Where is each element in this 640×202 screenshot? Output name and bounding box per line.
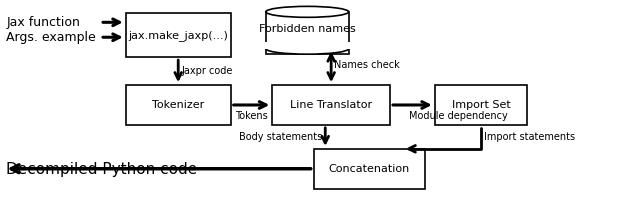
Text: Jax function: Jax function — [6, 16, 81, 29]
FancyBboxPatch shape — [264, 42, 350, 49]
Text: Tokens: Tokens — [235, 111, 268, 121]
Text: Body statements: Body statements — [239, 132, 322, 142]
FancyBboxPatch shape — [314, 149, 425, 189]
Text: Decompiled Python code: Decompiled Python code — [6, 162, 198, 177]
Text: Tokenizer: Tokenizer — [152, 100, 204, 110]
FancyBboxPatch shape — [435, 85, 527, 125]
FancyBboxPatch shape — [272, 85, 390, 125]
Text: Concatenation: Concatenation — [329, 164, 410, 174]
Text: Names check: Names check — [334, 60, 400, 70]
Text: Import Set: Import Set — [452, 100, 510, 110]
FancyBboxPatch shape — [125, 13, 231, 57]
Ellipse shape — [266, 43, 349, 54]
Text: Args. example: Args. example — [6, 31, 96, 44]
Text: jax.make_jaxp(...): jax.make_jaxp(...) — [128, 30, 228, 41]
Ellipse shape — [266, 6, 349, 17]
Text: Import statements: Import statements — [484, 132, 575, 142]
Text: Module dependency: Module dependency — [409, 111, 508, 121]
Text: Forbidden names: Forbidden names — [259, 24, 356, 34]
Text: Line Translator: Line Translator — [290, 100, 372, 110]
Text: Jaxpr code: Jaxpr code — [181, 66, 233, 76]
FancyBboxPatch shape — [266, 12, 349, 54]
FancyBboxPatch shape — [125, 85, 231, 125]
